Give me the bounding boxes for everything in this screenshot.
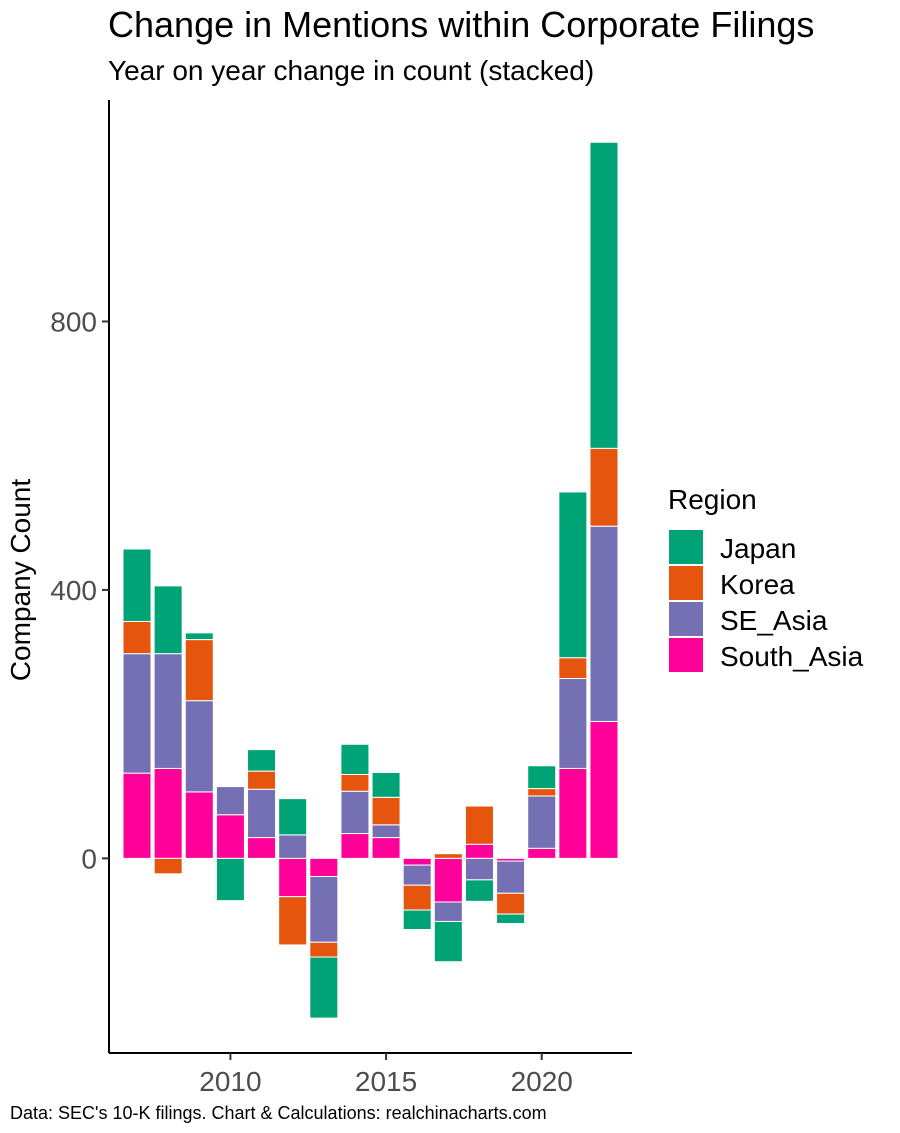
bar-japan-2007	[122, 548, 152, 622]
bar-south-asia-2007	[122, 772, 152, 859]
bar-south-asia-2013	[309, 857, 339, 877]
bar-korea-2011	[247, 770, 277, 790]
bar-se-asia-2013	[309, 875, 339, 943]
legend-swatch-japan	[669, 530, 703, 564]
x-axis-ticks: 2010 2015 2020	[199, 1053, 573, 1097]
legend: Region Japan Korea SE_Asia South_Asia	[668, 484, 864, 672]
bar-se-asia-2017	[433, 901, 463, 922]
bar-japan-2021	[558, 491, 588, 659]
legend-label-se-asia: SE_Asia	[720, 605, 828, 636]
chart-subtitle: Year on year change in count (stacked)	[108, 55, 595, 86]
bar-japan-2010	[215, 857, 245, 902]
bar-japan-2015	[371, 771, 401, 798]
bar-se-asia-2012	[278, 834, 308, 859]
bar-south-asia-2010	[215, 814, 245, 859]
bar-se-asia-2007	[122, 653, 152, 774]
bar-japan-2022	[589, 141, 619, 449]
bar-se-asia-2018	[464, 857, 494, 881]
bar-korea-2022	[589, 447, 619, 527]
y-tick-label: 400	[50, 575, 97, 606]
bar-south-asia-2021	[558, 767, 588, 859]
bar-se-asia-2008	[153, 653, 183, 769]
bar-japan-2019	[496, 913, 526, 924]
bar-korea-2013	[309, 941, 339, 958]
x-tick-label: 2010	[199, 1066, 261, 1097]
legend-swatch-korea	[669, 566, 703, 600]
bar-south-asia-2018	[464, 843, 494, 859]
bars-layer	[122, 141, 619, 1019]
bar-south-asia-2014	[340, 833, 370, 859]
bar-se-asia-2014	[340, 790, 370, 835]
bar-se-asia-2022	[589, 525, 619, 722]
bar-japan-2008	[153, 585, 183, 655]
bar-se-asia-2015	[371, 824, 401, 839]
chart-title: Change in Mentions within Corporate Fili…	[108, 4, 815, 45]
bar-south-asia-2020	[527, 847, 557, 859]
legend-swatch-south-asia	[669, 638, 703, 672]
bar-korea-2018	[464, 805, 494, 845]
bar-korea-2009	[184, 639, 214, 702]
legend-label-south-asia: South_Asia	[720, 641, 864, 672]
bar-korea-2015	[371, 796, 401, 826]
bar-japan-2013	[309, 956, 339, 1019]
caption: Data: SEC's 10-K filings. Chart & Calcul…	[10, 1103, 547, 1123]
bar-korea-2014	[340, 773, 370, 792]
bar-korea-2020	[527, 788, 557, 797]
bar-korea-2016	[402, 884, 432, 911]
bar-south-asia-2016	[402, 857, 432, 866]
legend-title: Region	[668, 484, 757, 515]
bar-japan-2011	[247, 749, 277, 772]
x-tick-label: 2020	[511, 1066, 573, 1097]
bar-korea-2012	[278, 896, 308, 946]
legend-label-korea: Korea	[720, 569, 795, 600]
bar-korea-2008	[153, 857, 183, 875]
bar-korea-2021	[558, 657, 588, 680]
bar-se-asia-2011	[247, 788, 277, 839]
y-axis-ticks: 0 400 800	[50, 306, 109, 874]
bar-south-asia-2011	[247, 837, 277, 859]
bar-south-asia-2009	[184, 791, 214, 859]
bar-se-asia-2020	[527, 795, 557, 849]
bar-japan-2017	[433, 920, 463, 963]
legend-label-japan: Japan	[720, 533, 796, 564]
bar-japan-2009	[184, 632, 214, 641]
bar-south-asia-2015	[371, 837, 401, 859]
y-tick-label: 0	[81, 843, 97, 874]
bar-japan-2020	[527, 765, 557, 790]
bar-se-asia-2021	[558, 678, 588, 769]
bar-south-asia-2008	[153, 767, 183, 859]
bar-south-asia-2012	[278, 857, 308, 898]
bar-se-asia-2019	[496, 860, 526, 894]
bar-japan-2012	[278, 798, 308, 836]
bar-korea-2019	[496, 892, 526, 915]
y-axis-title: Company Count	[5, 479, 36, 682]
bar-korea-2017	[433, 853, 463, 859]
bar-se-asia-2010	[215, 786, 245, 816]
bar-japan-2016	[402, 909, 432, 931]
bar-japan-2018	[464, 879, 494, 902]
bar-south-asia-2017	[433, 857, 463, 903]
bar-south-asia-2022	[589, 720, 619, 859]
y-tick-label: 800	[50, 306, 97, 337]
bar-se-asia-2009	[184, 700, 214, 793]
legend-swatch-se-asia	[669, 602, 703, 636]
bar-se-asia-2016	[402, 864, 432, 886]
bar-japan-2014	[340, 743, 370, 775]
x-tick-label: 2015	[355, 1066, 417, 1097]
bar-korea-2007	[122, 620, 152, 655]
